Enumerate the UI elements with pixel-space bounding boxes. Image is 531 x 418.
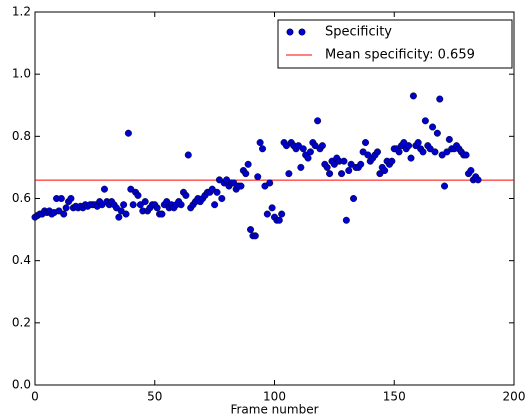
point bbox=[256, 139, 264, 147]
x-axis-label: Frame number bbox=[230, 403, 318, 417]
point bbox=[237, 182, 245, 190]
point bbox=[338, 170, 346, 178]
point bbox=[362, 139, 370, 147]
point bbox=[421, 117, 429, 125]
point bbox=[211, 201, 219, 209]
point bbox=[340, 157, 348, 165]
y-tick-label: 1.2 bbox=[12, 5, 31, 19]
point bbox=[242, 170, 250, 178]
point bbox=[304, 154, 312, 162]
point bbox=[115, 213, 123, 221]
point bbox=[244, 160, 252, 168]
point bbox=[405, 142, 413, 150]
point bbox=[254, 173, 262, 181]
point bbox=[278, 210, 286, 218]
point bbox=[306, 148, 314, 156]
y-tick-label: 1.0 bbox=[12, 67, 31, 81]
x-tick-label: 200 bbox=[503, 390, 526, 404]
point bbox=[474, 176, 482, 184]
point bbox=[129, 201, 137, 209]
point bbox=[314, 117, 322, 125]
point bbox=[326, 170, 334, 178]
point bbox=[122, 210, 130, 218]
point bbox=[259, 145, 267, 153]
point bbox=[357, 160, 365, 168]
legend-label: Mean specificity: 0.659 bbox=[325, 48, 475, 63]
point bbox=[124, 129, 132, 137]
point bbox=[153, 204, 161, 212]
point bbox=[323, 163, 331, 171]
point bbox=[462, 151, 470, 159]
legend-marker bbox=[298, 28, 306, 36]
point bbox=[431, 148, 439, 156]
point bbox=[381, 167, 389, 175]
point bbox=[467, 167, 475, 175]
point bbox=[251, 232, 259, 240]
y-tick-label: 0.0 bbox=[12, 378, 31, 392]
point bbox=[67, 194, 75, 202]
point bbox=[441, 182, 449, 190]
plot-frame bbox=[34, 11, 515, 386]
point bbox=[141, 198, 149, 206]
point bbox=[433, 129, 441, 137]
point bbox=[388, 157, 396, 165]
point bbox=[285, 170, 293, 178]
point bbox=[436, 95, 444, 103]
point bbox=[266, 179, 274, 187]
point bbox=[318, 142, 326, 150]
point bbox=[297, 163, 305, 171]
point bbox=[263, 210, 271, 218]
point bbox=[268, 204, 276, 212]
point bbox=[60, 210, 68, 218]
point bbox=[350, 194, 358, 202]
point bbox=[158, 210, 166, 218]
y-tick-label: 0.2 bbox=[12, 315, 31, 329]
point bbox=[184, 151, 192, 159]
point bbox=[120, 201, 128, 209]
point bbox=[177, 201, 185, 209]
point bbox=[134, 191, 142, 199]
x-tick-label: 150 bbox=[383, 390, 406, 404]
point bbox=[182, 191, 190, 199]
point bbox=[299, 145, 307, 153]
legend-marker bbox=[286, 28, 294, 36]
point bbox=[57, 194, 65, 202]
x-tick-label: 0 bbox=[31, 390, 39, 404]
point bbox=[414, 139, 422, 147]
point bbox=[247, 226, 255, 234]
point bbox=[218, 194, 226, 202]
legend-label: Specificity bbox=[325, 25, 392, 40]
x-tick-label: 50 bbox=[147, 390, 162, 404]
point bbox=[342, 216, 350, 224]
point bbox=[419, 148, 427, 156]
point bbox=[275, 216, 283, 224]
point bbox=[62, 204, 70, 212]
point bbox=[429, 123, 437, 131]
point bbox=[213, 188, 221, 196]
point bbox=[445, 135, 453, 143]
x-tick-label: 100 bbox=[263, 390, 286, 404]
point bbox=[345, 167, 353, 175]
point bbox=[409, 92, 417, 100]
y-tick-label: 0.8 bbox=[12, 129, 31, 143]
y-tick-label: 0.6 bbox=[12, 191, 31, 205]
point bbox=[407, 154, 415, 162]
point bbox=[373, 148, 381, 156]
y-tick-label: 0.4 bbox=[12, 253, 31, 267]
point bbox=[395, 148, 403, 156]
legend-box bbox=[277, 19, 513, 69]
point bbox=[100, 185, 108, 193]
